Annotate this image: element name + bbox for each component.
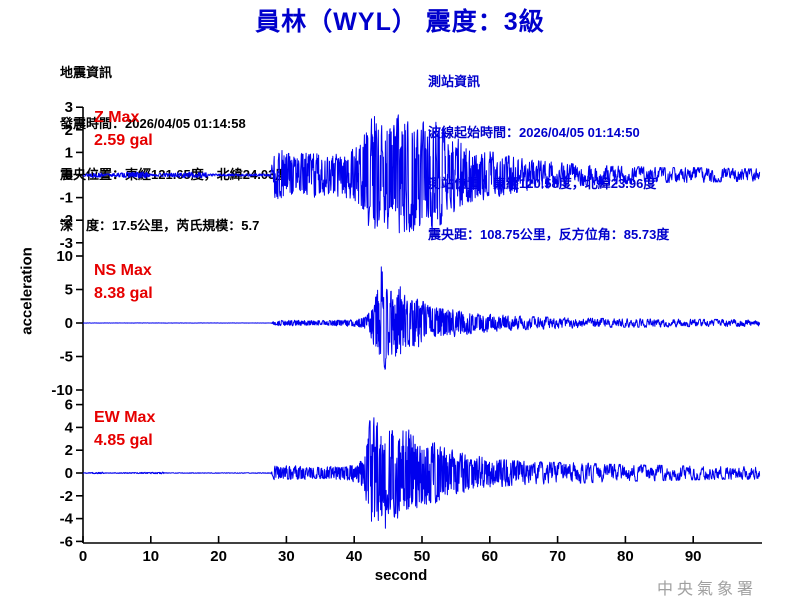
y-tick-label: -4 [60, 511, 74, 528]
y-tick-label: 0 [65, 465, 73, 482]
y-tick-label: -10 [51, 382, 73, 399]
x-tick-label: 90 [685, 548, 702, 565]
y-tick-label: -2 [60, 212, 73, 229]
y-tick-label: 5 [65, 282, 73, 299]
x-tick-label: 30 [278, 548, 295, 565]
axes [76, 106, 762, 544]
page-title: 員林（WYL） 震度：3級 [255, 8, 545, 36]
x-tick-label: 20 [210, 548, 227, 565]
x-tick-label: 70 [549, 548, 566, 565]
trace-z-waveform [82, 114, 761, 234]
trace-z-max-label: Z Max 2.59 gal [94, 106, 153, 152]
x-tick-label: 0 [79, 548, 87, 565]
trace-ew-waveform [82, 417, 761, 529]
trace-z-max-title: Z Max [94, 109, 140, 126]
y-tick-label: 10 [56, 248, 73, 265]
y-tick-label: 6 [65, 397, 73, 414]
agency-signature: 中央氣象署 [657, 581, 758, 598]
x-tick-label: 60 [481, 548, 498, 565]
y-tick-label: 4 [65, 419, 74, 436]
y-tick-label: 2 [65, 442, 73, 459]
trace-z-max-value: 2.59 gal [94, 132, 153, 149]
y-tick-label: -6 [60, 533, 73, 550]
trace-ew-max-value: 4.85 gal [94, 432, 153, 449]
y-tick-label: -1 [60, 190, 73, 207]
quake-depth-magnitude: 深 度：17.5公里，芮氏規模：5.7 [60, 218, 260, 233]
trace-ew-max-title: EW Max [94, 409, 156, 426]
station-distance-azimuth: 震央距：108.75公里，反方位角：85.73度 [428, 227, 670, 242]
trace-ns-waveform [82, 266, 761, 370]
x-axis-label: second [374, 567, 428, 584]
quake-origin-time: 發震時間：2026/04/05 01:14:58 [60, 116, 246, 131]
y-tick-label: -3 [60, 235, 73, 252]
trace-ns-max-label: NS Max 8.38 gal [94, 259, 153, 305]
y-tick-label: 2 [65, 122, 73, 139]
station-info-heading: 測站資訊 [428, 74, 481, 89]
tick-labels: 0 10 20 30 40 50 60 70 80 903210-1-2-31050-5-1064… [51, 99, 701, 565]
y-tick-label: 3 [65, 99, 73, 116]
x-tick-label: 40 [346, 548, 363, 565]
y-tick-label: -5 [60, 349, 73, 366]
x-tick-label: 80 [617, 548, 634, 565]
y-tick-label: 0 [65, 315, 73, 332]
x-tick-label: 50 [414, 548, 431, 565]
y-tick-label: 1 [65, 144, 73, 161]
station-record-start: 波線起始時間：2026/04/05 01:14:50 [428, 125, 640, 140]
trace-ns-max-title: NS Max [94, 262, 152, 279]
y-axis-label: acceleration [18, 247, 36, 335]
trace-ew-max-label: EW Max 4.85 gal [94, 406, 155, 452]
y-tick-label: 0 [65, 167, 73, 184]
quake-info-block: 地震資訊 發震時間：2026/04/05 01:14:58 震央位置：東經121… [60, 30, 288, 268]
x-tick-label: 10 [142, 548, 159, 565]
y-tick-label: -2 [60, 488, 73, 505]
quake-info-heading: 地震資訊 [60, 65, 113, 80]
trace-ns-max-value: 8.38 gal [94, 285, 153, 302]
